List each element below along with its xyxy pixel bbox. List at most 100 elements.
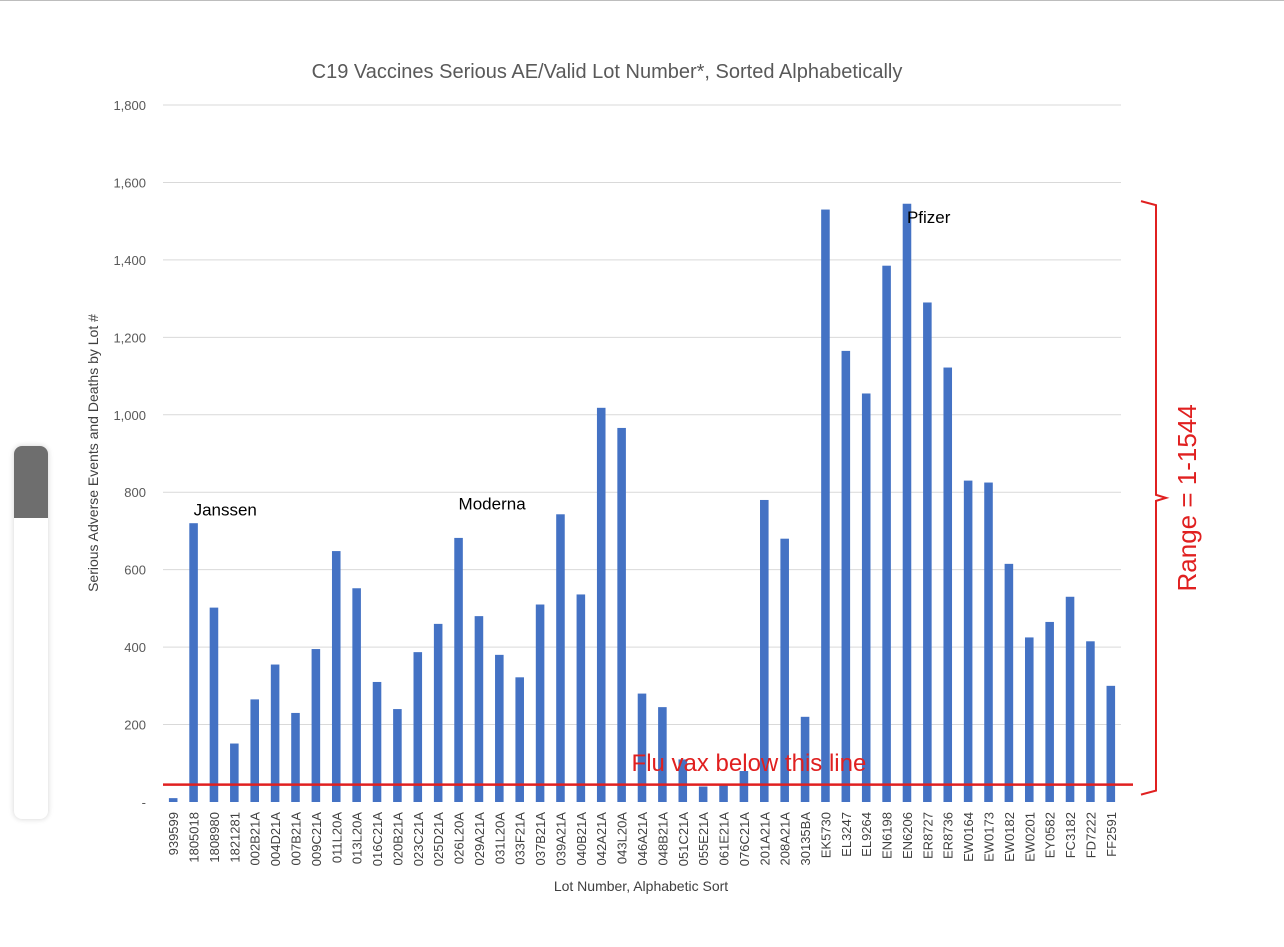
bar [230,743,239,802]
bar [902,203,912,802]
bar [719,784,728,802]
x-tick-label: 1821281 [227,812,242,863]
x-tick-label: 30135BA [798,812,813,866]
bar [189,523,198,802]
bar [495,654,504,802]
y-tick-label: 400 [124,640,146,655]
bar [617,427,626,802]
x-tick-label: 208A21A [778,812,793,866]
y-tick-label: - [142,795,146,810]
x-tick-label: 011L20A [329,812,344,863]
x-tick-label: 040B21A [574,812,589,866]
y-tick-label: 1,600 [113,175,146,190]
x-tick-label: 1808980 [207,812,222,863]
x-tick-label: EN6198 [880,812,895,859]
x-tick-label: 046A21A [635,812,650,866]
bar [433,623,443,802]
bar [963,480,973,802]
bar [596,407,606,802]
bar [556,514,565,802]
y-axis-label: Serious Adverse Events and Deaths by Lot… [85,314,101,592]
x-tick-label: 042A21A [594,812,609,866]
x-tick-label: 013L20A [350,812,365,864]
x-tick-label: 033F21A [513,812,528,865]
x-tick-label: 031L20A [492,812,507,864]
y-tick-label: 800 [124,485,146,500]
x-tick-label: 007B21A [288,812,303,866]
x-tick-label: 051C21A [676,812,691,867]
y-tick-label: 1,800 [113,98,146,113]
bar [678,759,688,802]
bar [474,616,484,802]
x-tick-label: EW0201 [1022,812,1037,862]
x-tick-label: 201A21A [757,812,772,866]
bar [576,594,586,802]
x-tick-label: EW0164 [961,812,976,862]
bar [291,712,300,802]
x-tick-label: 002B21A [248,812,263,866]
bar [331,551,341,802]
x-tick-label: FC3182 [1063,812,1078,858]
bar [515,677,524,802]
x-tick-label: 009C21A [309,812,324,867]
bar [637,693,647,802]
bar [454,537,463,802]
scrollbar-track[interactable] [14,446,48,819]
gridlines [163,104,1121,726]
chart-title: C19 Vaccines Serious AE/Valid Lot Number… [312,61,903,83]
bar [311,649,321,802]
x-tick-label: 029A21A [472,812,487,866]
x-tick-label: EY0582 [1043,812,1058,858]
x-tick-label: 061E21A [717,812,732,866]
bar [372,681,382,802]
range-label: Range = 1-1544 [1172,404,1202,591]
manufacturer-label: Pfizer [907,208,951,227]
x-tick-label: 020B21A [390,812,405,866]
x-tick-label: FD7222 [1083,812,1098,858]
x-tick-label: 048B21A [655,812,670,866]
y-tick-label: 1,400 [113,253,146,268]
x-tick-label: 055E21A [696,812,711,866]
x-tick-label: ER8736 [941,812,956,859]
y-tick-label: 1,200 [113,330,146,345]
bar [1065,596,1075,802]
x-tick-label: 004D21A [268,812,283,867]
x-tick-label: 939599 [166,812,181,855]
bar [780,538,789,802]
x-axis-label: Lot Number, Alphabetic Sort [554,878,728,894]
x-tick-label: 043L20A [615,812,630,864]
x-tick-label: EN6206 [900,812,915,859]
bar [250,699,260,802]
bar [168,798,178,802]
bar [1024,637,1034,802]
bar [209,607,219,802]
manufacturer-label: Janssen [194,500,257,519]
bar-series [168,203,1116,803]
bar [739,771,749,802]
bar [882,265,891,802]
bar [393,709,402,802]
x-tick-label: 025D21A [431,812,446,867]
x-axis-ticks: 939599 1805018 1808980 1821281 002B21A 004D21… [166,812,1119,867]
bar [352,588,361,802]
x-tick-label: ER8727 [920,812,935,859]
bar [841,350,851,802]
x-tick-label: 039A21A [553,812,568,866]
bar [1086,641,1095,802]
bar [1004,563,1014,802]
y-tick-label: 600 [124,563,146,578]
x-tick-label: EL9264 [859,812,874,857]
x-tick-label: EK5730 [818,812,833,858]
scrollbar-thumb[interactable] [14,446,48,518]
annotations: Janssen Moderna Pfizer Flu vax below this l… [194,208,951,777]
bar [760,499,769,802]
bar [821,209,830,803]
bar [658,707,667,802]
bar [1106,685,1116,802]
y-tick-label: 200 [124,718,146,733]
bar [800,716,810,802]
x-tick-label: 037B21A [533,812,548,866]
x-tick-label: 023C21A [411,812,426,867]
x-tick-label: 1805018 [187,812,202,863]
